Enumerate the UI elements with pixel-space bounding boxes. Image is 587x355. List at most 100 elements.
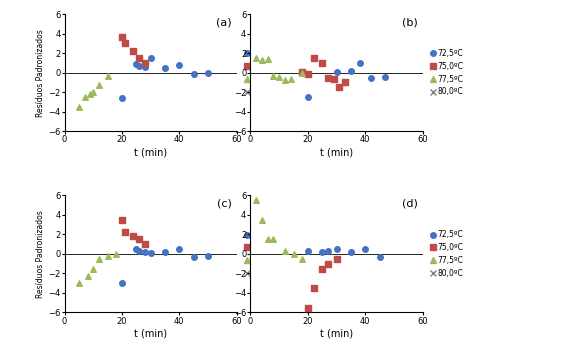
- Point: [66, 214, 75, 220]
- Point: [309, 285, 318, 291]
- Point: [74, 104, 83, 110]
- Point: [280, 89, 289, 95]
- Point: [189, 71, 198, 76]
- Text: (b): (b): [402, 18, 417, 28]
- Point: [92, 73, 101, 78]
- Point: [69, 74, 78, 80]
- X-axis label: t (min): t (min): [320, 147, 353, 157]
- Point: [89, 266, 98, 271]
- Point: [263, 288, 272, 294]
- Point: [323, 261, 333, 267]
- Point: [160, 65, 170, 71]
- Point: [346, 68, 356, 73]
- Point: [303, 248, 312, 254]
- Point: [69, 234, 78, 239]
- Point: [366, 75, 376, 80]
- Point: [323, 75, 333, 80]
- Point: [117, 217, 127, 223]
- Point: [117, 280, 127, 286]
- Point: [129, 48, 138, 54]
- Point: [280, 256, 289, 262]
- Point: [77, 236, 86, 242]
- Point: [355, 60, 364, 66]
- Point: [131, 61, 141, 67]
- Point: [112, 251, 121, 257]
- Point: [303, 94, 312, 100]
- Point: [103, 73, 112, 78]
- Point: [117, 34, 127, 39]
- Legend: 72,5ºC, 75,0ºC, 77,5ºC, 80,0ºC: 72,5ºC, 75,0ºC, 77,5ºC, 80,0ºC: [244, 48, 278, 97]
- Point: [252, 275, 261, 281]
- Point: [332, 69, 341, 75]
- Point: [74, 77, 83, 82]
- Point: [140, 64, 150, 70]
- Point: [263, 236, 272, 242]
- Point: [252, 62, 261, 68]
- Legend: 72,5ºC, 75,0ºC, 77,5ºC, 80,0ºC: 72,5ºC, 75,0ºC, 77,5ºC, 80,0ºC: [430, 48, 464, 97]
- Point: [335, 84, 344, 90]
- Point: [134, 55, 144, 61]
- Point: [286, 76, 295, 81]
- Point: [80, 234, 89, 239]
- Point: [309, 55, 318, 61]
- Point: [86, 91, 95, 97]
- Point: [203, 70, 212, 76]
- Point: [323, 248, 333, 254]
- Point: [86, 75, 95, 80]
- Point: [298, 256, 307, 262]
- Point: [80, 94, 89, 100]
- Text: (c): (c): [217, 199, 231, 209]
- X-axis label: t (min): t (min): [134, 328, 167, 338]
- Point: [275, 271, 284, 276]
- Point: [318, 249, 327, 255]
- Point: [257, 65, 266, 71]
- Point: [269, 84, 278, 90]
- Point: [332, 246, 341, 252]
- Point: [275, 87, 284, 93]
- Point: [269, 73, 278, 78]
- Point: [303, 305, 312, 310]
- Point: [117, 95, 127, 101]
- Point: [140, 241, 150, 247]
- Point: [329, 77, 338, 82]
- Point: [74, 239, 83, 245]
- Y-axis label: Resíduos Padronizados: Resíduos Padronizados: [36, 210, 45, 298]
- Point: [289, 251, 298, 257]
- Point: [360, 246, 370, 252]
- Point: [120, 229, 130, 234]
- Point: [95, 256, 104, 262]
- Point: [189, 254, 198, 260]
- Point: [175, 62, 184, 68]
- Point: [340, 80, 350, 85]
- Point: [252, 197, 261, 203]
- Point: [257, 285, 266, 291]
- Point: [83, 273, 92, 279]
- Point: [203, 253, 212, 259]
- Point: [298, 69, 307, 75]
- Point: [280, 248, 289, 254]
- Point: [131, 246, 141, 252]
- Point: [134, 236, 144, 242]
- Point: [146, 55, 156, 61]
- Point: [74, 280, 83, 286]
- Point: [89, 89, 98, 95]
- Point: [263, 67, 272, 72]
- Text: (a): (a): [216, 18, 231, 28]
- Legend: 72,5ºC, 75,0ºC, 77,5ºC, 80,0ºC: 72,5ºC, 75,0ºC, 77,5ºC, 80,0ºC: [430, 229, 464, 278]
- Point: [280, 78, 289, 83]
- Point: [175, 246, 184, 252]
- Point: [83, 246, 92, 252]
- Point: [134, 63, 144, 69]
- Point: [318, 60, 327, 66]
- Point: [263, 56, 272, 62]
- Point: [140, 249, 150, 255]
- Point: [303, 71, 312, 76]
- Point: [95, 82, 104, 88]
- Point: [252, 55, 261, 61]
- Y-axis label: Resíduos Padronizados: Resíduos Padronizados: [36, 29, 45, 116]
- Point: [269, 236, 278, 242]
- Text: (d): (d): [402, 199, 417, 209]
- X-axis label: t (min): t (min): [134, 147, 167, 157]
- Point: [140, 60, 150, 66]
- Point: [275, 74, 284, 80]
